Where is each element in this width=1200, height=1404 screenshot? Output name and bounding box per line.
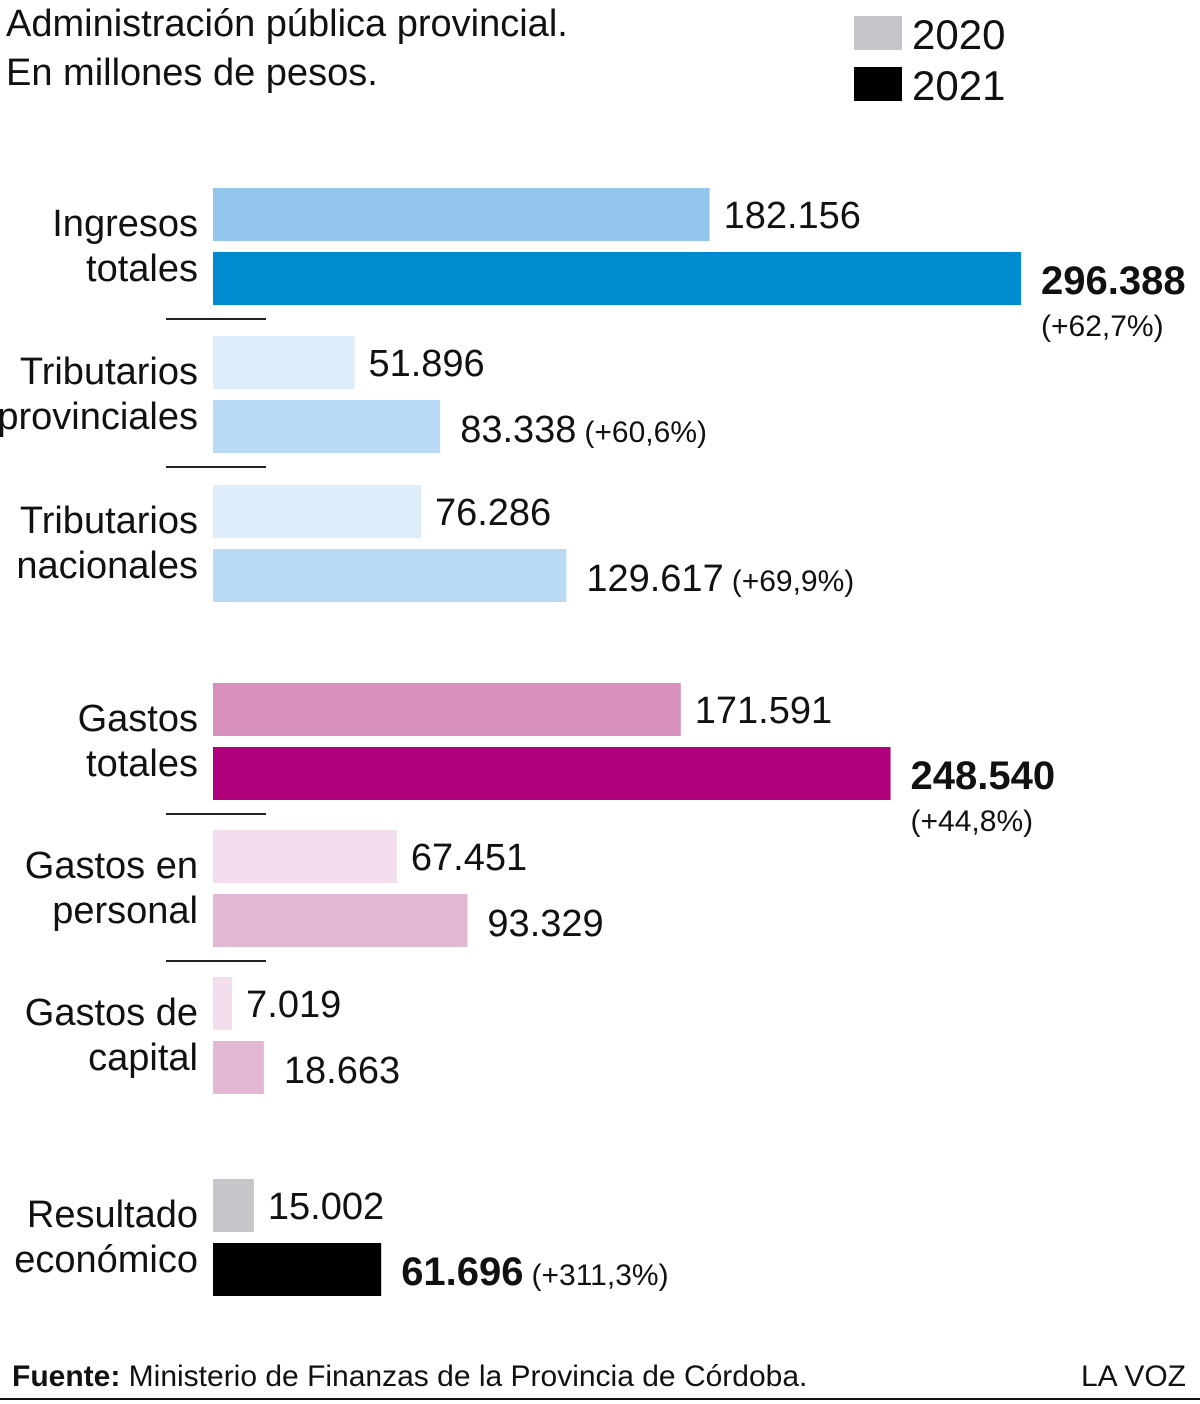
change-label: (+69,9%) — [732, 565, 855, 598]
change-label: (+62,7%) — [1041, 310, 1164, 343]
value-label-2020: 7.019 — [246, 984, 341, 1026]
value-label-2021: 296.388 — [1041, 259, 1186, 303]
category-label: Gastos en personal — [25, 845, 198, 932]
change-label: (+311,3%) — [532, 1259, 669, 1292]
category-label-line: Gastos en — [25, 845, 198, 887]
value-label-2020: 67.451 — [411, 837, 527, 879]
value-label-2020: 15.002 — [268, 1186, 384, 1228]
category-label: Resultado económico — [14, 1194, 198, 1281]
category-label-line: nacionales — [16, 545, 198, 587]
value-label-2020: 51.896 — [368, 343, 484, 385]
bar-2021 — [213, 400, 441, 453]
value-label-2020: 171.591 — [695, 690, 832, 732]
value-label-2021: 129.617 (+69,9%) — [586, 558, 854, 600]
category-label-line: totales — [86, 248, 198, 290]
footer-source-label: Fuente: — [12, 1360, 120, 1393]
category-label-line: Resultado — [27, 1194, 198, 1236]
bar-2021 — [213, 252, 1021, 305]
value-label-2020: 76.286 — [435, 492, 551, 534]
category-label-line: Gastos — [78, 698, 198, 740]
legend-label-2020: 2020 — [912, 11, 1005, 58]
bar-2020 — [213, 336, 355, 389]
category-label: Ingresos totales — [52, 203, 198, 290]
change-label: (+60,6%) — [584, 416, 707, 449]
category-label: Tributarios nacionales — [16, 500, 198, 587]
bar-2020 — [213, 683, 681, 736]
category-gastos-totales: Gastos totales 171.591 248.540 (+44,8%) — [78, 683, 1056, 838]
footer-source-text: Ministerio de Finanzas de la Provincia d… — [120, 1360, 807, 1393]
category-label-line: Gastos de — [25, 992, 198, 1034]
value-label-2021: 83.338 (+60,6%) — [460, 409, 707, 451]
bar-2021 — [213, 1243, 382, 1296]
chart-title-line-1: Administración pública provincial. — [6, 3, 568, 45]
category-label-line: Ingresos — [52, 203, 198, 245]
category-ingresos-totales: Ingresos totales 182.156 296.388 (+62,7%) — [52, 188, 1186, 343]
category-label: Tributarios provinciales — [0, 351, 198, 438]
category-tributarios-nacionales: Tributarios nacionales 76.286 129.617 (+69,9… — [16, 485, 854, 602]
value-label-2021: 248.540 — [911, 754, 1056, 798]
footer: Fuente: Ministerio de Finanzas de la Pro… — [0, 1360, 1200, 1400]
bar-2021 — [213, 1041, 264, 1094]
legend-swatch-2020 — [854, 16, 902, 50]
category-label: Gastos de capital — [25, 992, 198, 1079]
chart-title-line-2: En millones de pesos. — [6, 52, 378, 94]
bar-2021 — [213, 894, 468, 947]
value-label-2021: 93.329 — [487, 903, 603, 945]
footer-source: Fuente: Ministerio de Finanzas de la Pro… — [12, 1360, 807, 1393]
bar-2021 — [213, 549, 567, 602]
legend-swatch-2021 — [854, 67, 902, 101]
category-gastos-en-personal: Gastos en personal 67.451 93.329 — [25, 830, 604, 962]
category-label-line: Tributarios — [20, 351, 198, 393]
category-label-line: provinciales — [0, 396, 198, 438]
legend: 2020 2021 — [854, 11, 1005, 109]
legend-label-2021: 2021 — [912, 62, 1005, 109]
value-label-2021: 18.663 — [284, 1050, 400, 1092]
category-label-line: totales — [86, 743, 198, 785]
category-tributarios-provinciales: Tributarios provinciales 51.896 83.338 (+60,… — [0, 336, 707, 468]
bars: Ingresos totales182.156296.388(+62,7%)Tri… — [0, 188, 1186, 1296]
value-label-2020: 182.156 — [724, 195, 861, 237]
category-label-line: Tributarios — [20, 500, 198, 542]
category-label-line: capital — [88, 1037, 198, 1079]
category-gastos-de-capital: Gastos de capital 7.019 18.663 — [25, 977, 400, 1094]
bar-2020 — [213, 485, 421, 538]
bar-2021 — [213, 747, 891, 800]
bar-2020 — [213, 188, 710, 241]
category-label: Gastos totales — [78, 698, 198, 785]
category-resultado-economico: Resultado económico 15.002 61.696 (+311,3%) — [14, 1179, 669, 1296]
bar-2020 — [213, 1179, 254, 1232]
footer-brand: LA VOZ — [1081, 1360, 1186, 1393]
category-label-line: económico — [14, 1239, 198, 1281]
change-label: (+44,8%) — [911, 805, 1034, 838]
bar-2020 — [213, 830, 397, 883]
value-label-2021: 61.696 (+311,3%) — [401, 1250, 668, 1294]
bar-2020 — [213, 977, 233, 1030]
category-label-line: personal — [52, 890, 198, 932]
